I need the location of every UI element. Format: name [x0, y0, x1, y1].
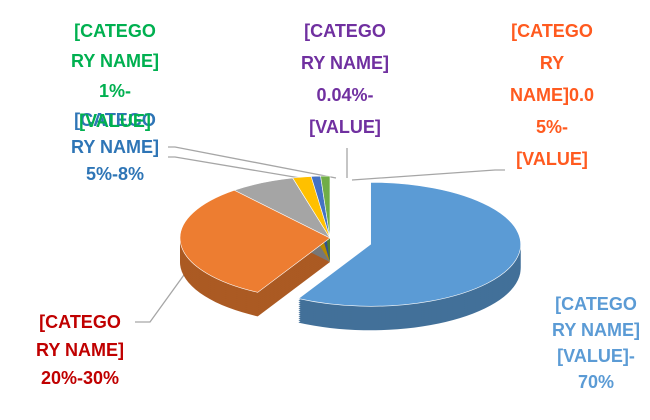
data-label: [CATEGO	[511, 21, 593, 41]
data-label: 0.04%-	[316, 85, 373, 105]
data-label: [VALUE]	[309, 117, 381, 137]
slice	[179, 189, 331, 293]
leader-line	[351, 169, 505, 181]
data-label: 70%	[578, 372, 614, 392]
data-label: NAME]0.0	[510, 85, 594, 105]
data-label: RY NAME]	[71, 51, 159, 71]
data-label: RY NAME]	[301, 53, 389, 73]
data-label: [CATEGO	[39, 312, 121, 332]
data-label: RY	[540, 53, 564, 73]
slice	[320, 175, 331, 239]
data-label: RY NAME]	[71, 137, 159, 157]
slice	[297, 181, 521, 307]
data-label: [CATEGO	[74, 110, 156, 130]
data-label: 1%-	[99, 81, 131, 101]
data-label: [CATEGO	[74, 21, 156, 41]
data-label: [CATEGO	[304, 21, 386, 41]
data-label: 5%-8%	[86, 164, 144, 184]
data-label: RY NAME]	[36, 340, 124, 360]
data-label: RY NAME]	[552, 320, 640, 340]
data-label: 5%-	[536, 117, 568, 137]
data-label: [VALUE]	[516, 149, 588, 169]
data-label: [CATEGO	[555, 294, 637, 314]
leader-line	[168, 156, 331, 184]
data-label: 20%-30%	[41, 368, 119, 388]
leader-line	[168, 146, 337, 179]
data-label: [VALUE]-	[557, 346, 635, 366]
data-label: [VALUE]	[79, 111, 151, 131]
